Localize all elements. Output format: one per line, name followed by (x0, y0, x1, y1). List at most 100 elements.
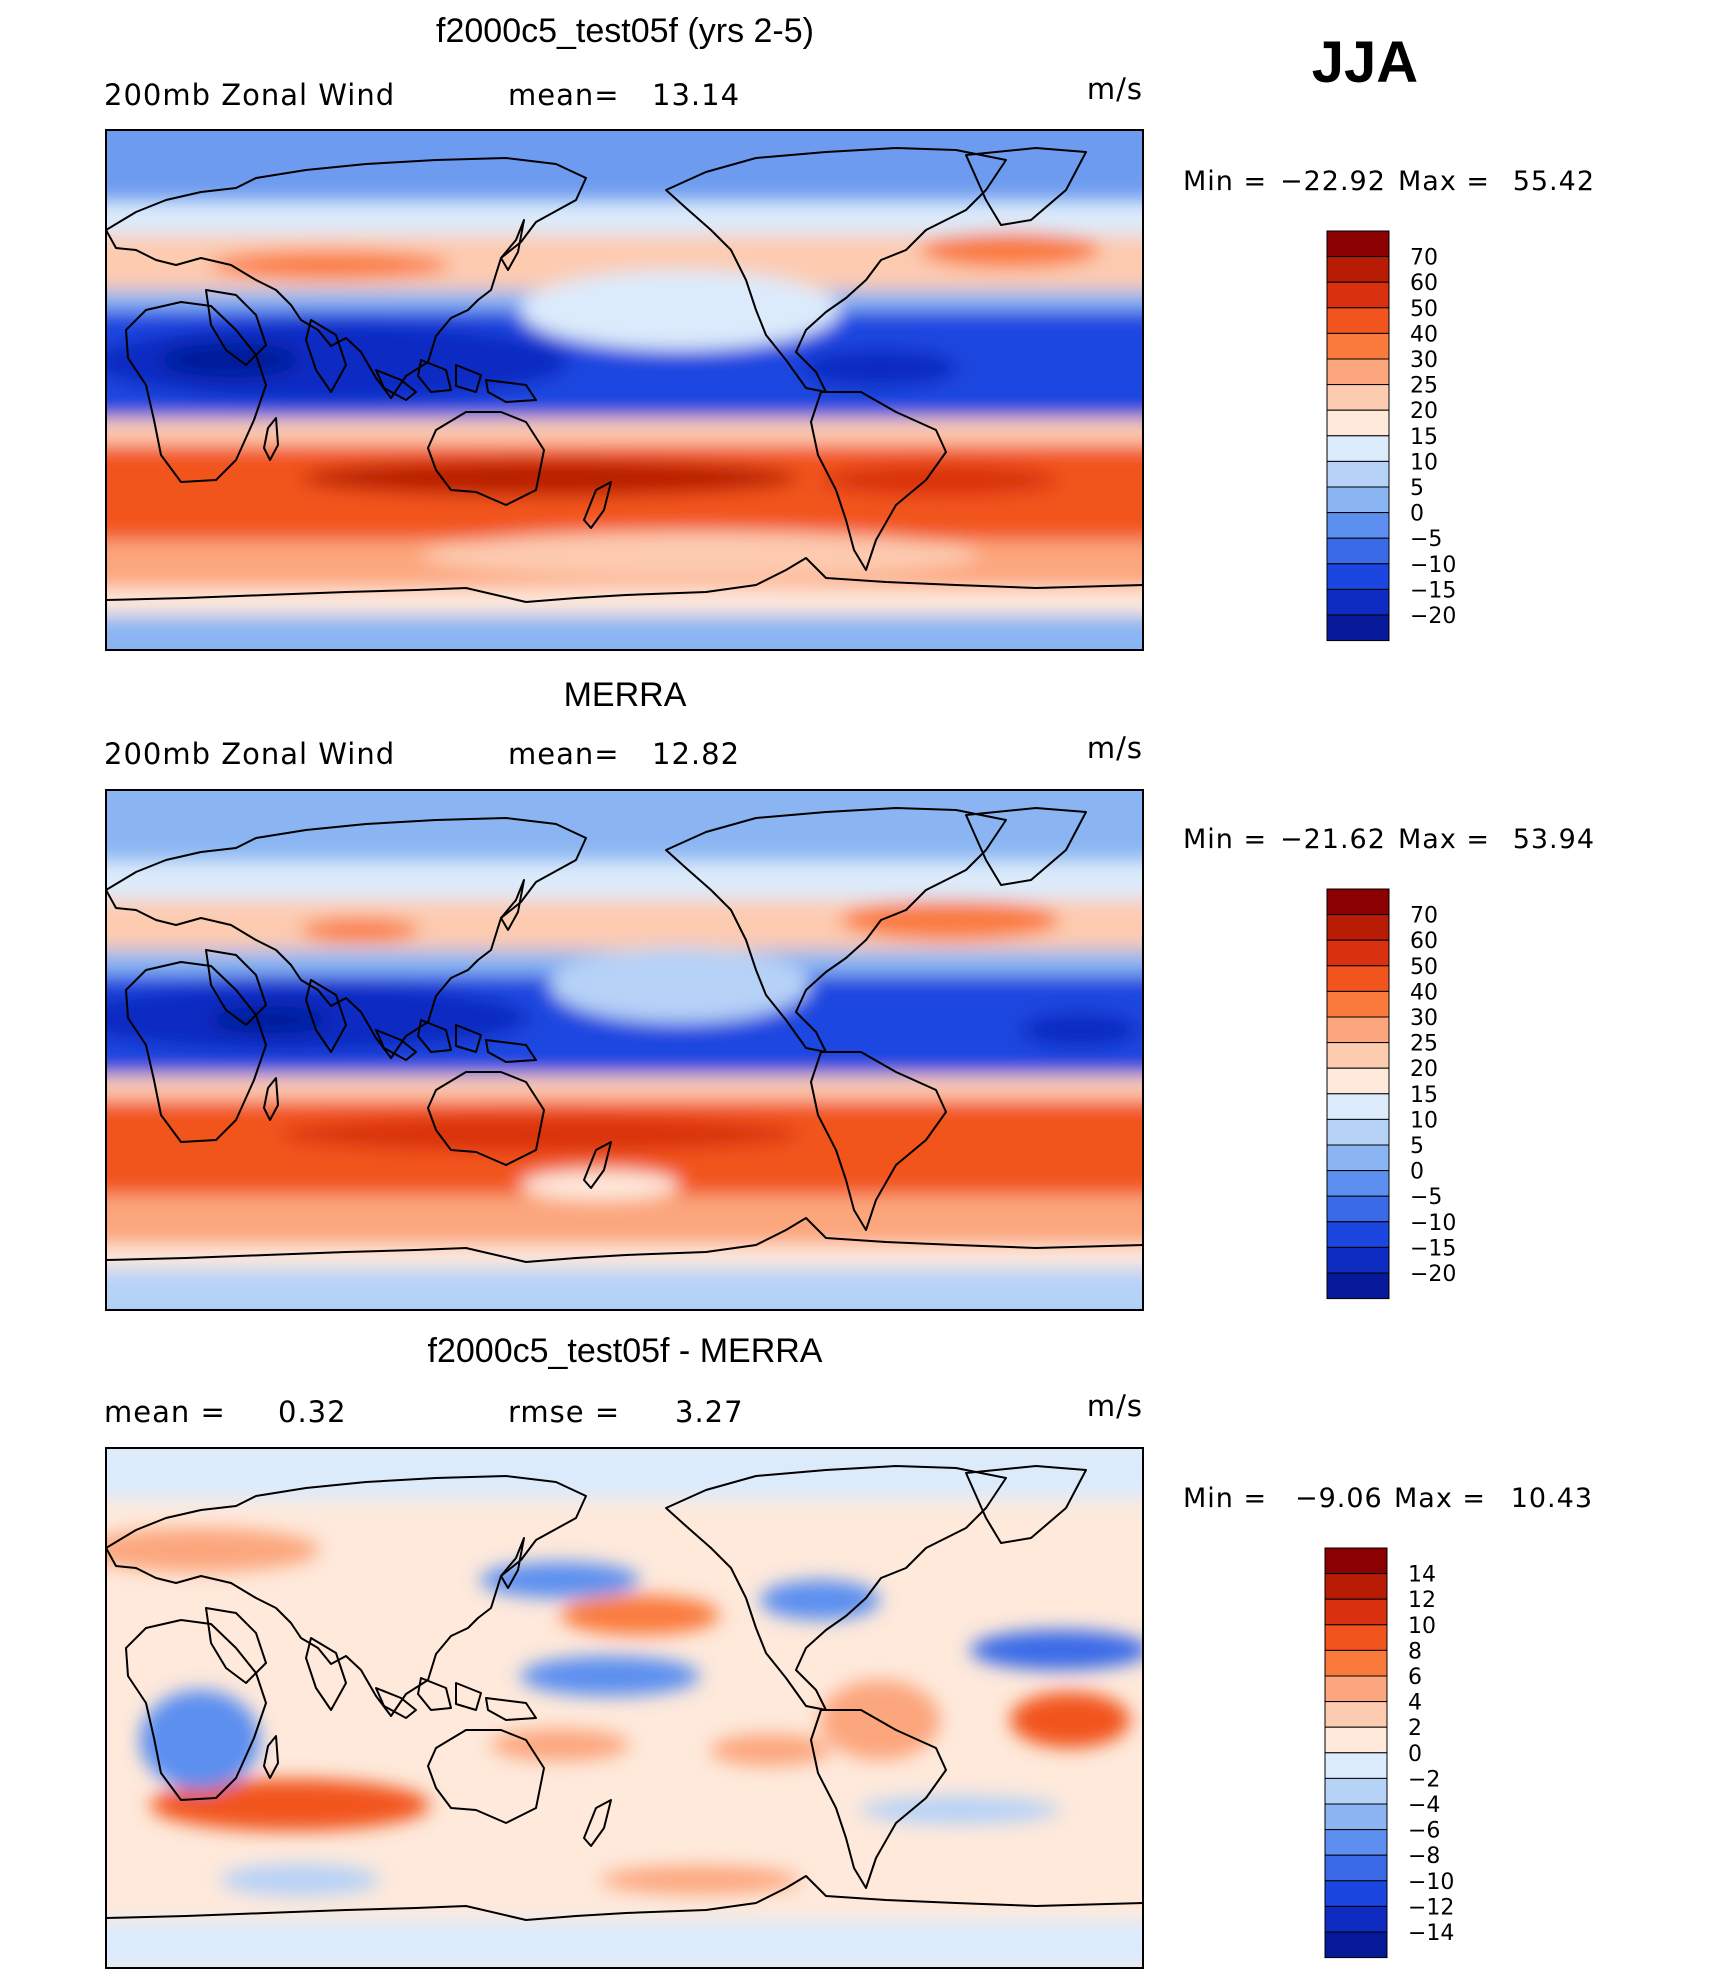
colorbar-tick-label: 60 (1410, 929, 1438, 954)
colorbar-swatch (1326, 460, 1390, 488)
panel2-map (106, 790, 1143, 1310)
panel3-mean-value: 0.32 (278, 1395, 347, 1429)
colorbar-swatch (1326, 1221, 1390, 1248)
colorbar-tick-label: 15 (1410, 1083, 1438, 1108)
colorbar-tick-label: 0 (1410, 502, 1424, 527)
colorbar-swatch (1324, 1675, 1388, 1703)
colorbar-tick-label: 10 (1410, 1108, 1438, 1133)
panel1-min-label: Min = (1183, 166, 1267, 197)
colorbar-swatch (1326, 614, 1390, 642)
colorbar-swatch (1324, 1547, 1388, 1575)
colorbar-swatch (1324, 1701, 1388, 1728)
colorbar-tick-label: 2 (1408, 1716, 1422, 1741)
panel1-units: m/s (1087, 72, 1143, 106)
colorbar-tick-label: 14 (1408, 1563, 1436, 1588)
colorbar-tick-label: 12 (1408, 1588, 1436, 1613)
panel3-rmse-value: 3.27 (675, 1395, 744, 1429)
colorbar-swatch (1324, 1829, 1388, 1856)
panel1-variable-label: 200mb Zonal Wind (104, 78, 395, 112)
colorbar-swatch (1326, 1042, 1390, 1069)
colorbar-swatch (1326, 384, 1390, 411)
panel3-max-label: Max = (1394, 1483, 1486, 1514)
colorbar-swatch (1326, 537, 1390, 565)
colorbar-tick-label: −2 (1408, 1767, 1440, 1792)
colorbar-swatch (1326, 409, 1390, 437)
panel3-units: m/s (1087, 1389, 1143, 1423)
panel3-min-label: Min = (1183, 1483, 1267, 1514)
panel1-max-label: Max = (1398, 166, 1490, 197)
colorbar-swatch (1326, 486, 1390, 514)
colorbar-tick-label: −20 (1410, 1262, 1456, 1287)
colorbar-tick-label: 5 (1410, 476, 1424, 501)
colorbar-tick-label: 30 (1410, 1006, 1438, 1031)
colorbar-swatch (1326, 588, 1390, 616)
colorbar-tick-label: −6 (1408, 1819, 1440, 1844)
colorbar-tick-label: 25 (1410, 1032, 1438, 1057)
colorbar-swatch (1326, 1170, 1390, 1197)
colorbar-swatch (1324, 1752, 1388, 1779)
colorbar-swatch (1326, 332, 1390, 360)
colorbar-swatch (1324, 1598, 1388, 1626)
colorbar-tick-label: 0 (1408, 1742, 1422, 1767)
colorbar-tick-label: 30 (1410, 348, 1438, 373)
colorbar-swatch (1326, 1272, 1390, 1300)
panel2-max-value: 53.94 (1513, 824, 1595, 855)
colorbar-swatch (1326, 1246, 1390, 1274)
panel1-max-value: 55.42 (1513, 166, 1595, 197)
colorbar-tick-label: 50 (1410, 297, 1438, 322)
panel2-mean-label: mean= (508, 737, 620, 771)
colorbar-swatch (1326, 512, 1390, 539)
panel2-title: MERRA (564, 676, 687, 714)
colorbar-swatch (1324, 1726, 1388, 1754)
panel3-map-frame (105, 1447, 1144, 1969)
panel1-mean-value: 13.14 (652, 78, 740, 112)
colorbar-tick-label: −10 (1410, 1211, 1456, 1236)
colorbar-swatch (1326, 939, 1390, 967)
colorbar-swatch (1326, 435, 1390, 462)
colorbar-tick-label: 6 (1408, 1665, 1422, 1690)
colorbar-swatch (1326, 1067, 1390, 1095)
colorbar-swatch (1324, 1624, 1388, 1651)
colorbar-swatch (1326, 914, 1390, 941)
colorbar-tick-label: −20 (1410, 604, 1456, 629)
colorbar-tick-label: 70 (1410, 246, 1438, 271)
colorbar-swatch (1326, 990, 1390, 1018)
panel1-map (106, 130, 1143, 650)
panel1-mean-label: mean= (508, 78, 620, 112)
colorbar-swatch (1324, 1649, 1388, 1677)
panel1-map-frame (105, 129, 1144, 651)
colorbar-swatch (1326, 256, 1390, 283)
colorbar-tick-label: −14 (1408, 1921, 1454, 1946)
colorbar-swatch (1326, 563, 1390, 590)
colorbar-tick-label: 70 (1410, 904, 1438, 929)
colorbar-swatch (1324, 1880, 1388, 1907)
season-label: JJA (1312, 30, 1418, 95)
colorbar-swatch (1324, 1931, 1388, 1959)
colorbar-tick-label: 4 (1408, 1691, 1422, 1716)
colorbar-tick-label: 8 (1408, 1639, 1422, 1664)
colorbar-swatch (1326, 1093, 1390, 1120)
colorbar-tick-label: −10 (1408, 1870, 1454, 1895)
panel1-title: f2000c5_test05f (yrs 2-5) (436, 12, 814, 50)
panel2-mean-value: 12.82 (652, 737, 740, 771)
colorbar-tick-label: 0 (1410, 1160, 1424, 1185)
colorbar-tick-label: 20 (1410, 399, 1438, 424)
colorbar-tick-label: 10 (1410, 450, 1438, 475)
colorbar-swatch (1326, 1144, 1390, 1172)
colorbar-swatch (1326, 888, 1390, 916)
colorbar-tick-label: 20 (1410, 1057, 1438, 1082)
panel2-min-label: Min = (1183, 824, 1267, 855)
colorbar-swatch (1326, 965, 1390, 992)
colorbar-tick-label: −5 (1410, 1185, 1442, 1210)
colorbar-tick-label: 10 (1408, 1614, 1436, 1639)
colorbar-tick-label: −4 (1408, 1793, 1440, 1818)
panel3-max-value: 10.43 (1511, 1483, 1593, 1514)
colorbar-swatch (1326, 1195, 1390, 1223)
colorbar-tick-label: 50 (1410, 955, 1438, 980)
colorbar-tick-label: 60 (1410, 271, 1438, 296)
colorbar-tick-label: 15 (1410, 425, 1438, 450)
colorbar-swatch (1326, 230, 1390, 258)
